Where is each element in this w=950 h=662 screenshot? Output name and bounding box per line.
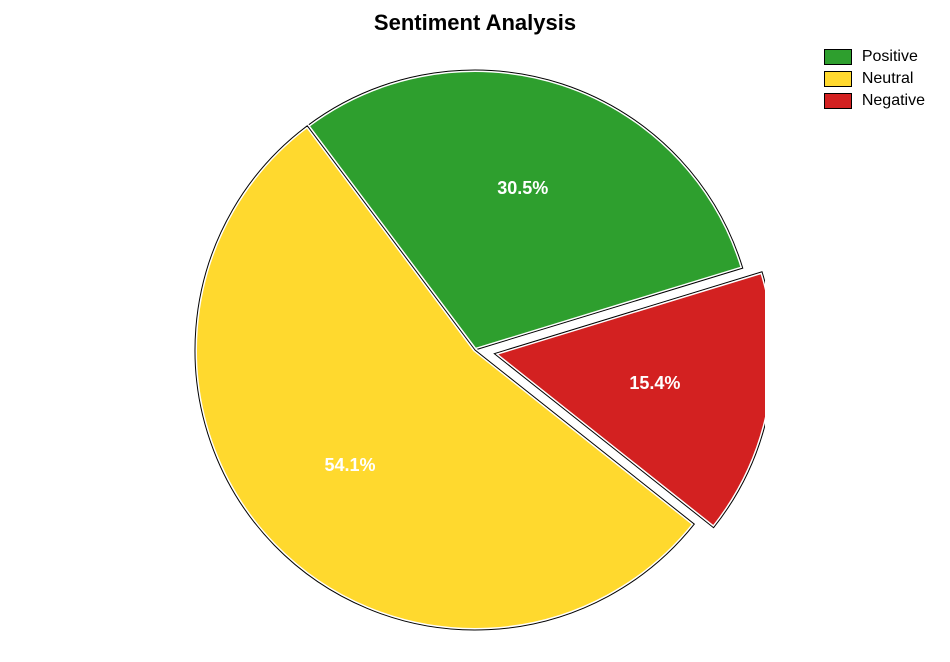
chart-title: Sentiment Analysis [0, 10, 950, 36]
pie-svg [185, 60, 765, 640]
legend-item-negative: Negative [824, 92, 925, 110]
pie-chart: 30.5% 54.1% 15.4% [185, 60, 765, 640]
legend-swatch-positive [824, 49, 852, 65]
legend-swatch-negative [824, 93, 852, 109]
slice-label-neutral: 54.1% [325, 455, 376, 476]
slice-label-negative: 15.4% [629, 373, 680, 394]
legend-item-neutral: Neutral [824, 70, 925, 88]
slice-label-positive: 30.5% [497, 178, 548, 199]
legend: Positive Neutral Negative [824, 48, 925, 110]
legend-swatch-neutral [824, 71, 852, 87]
legend-label-neutral: Neutral [862, 70, 914, 88]
legend-label-positive: Positive [862, 48, 918, 66]
legend-label-negative: Negative [862, 92, 925, 110]
legend-item-positive: Positive [824, 48, 925, 66]
